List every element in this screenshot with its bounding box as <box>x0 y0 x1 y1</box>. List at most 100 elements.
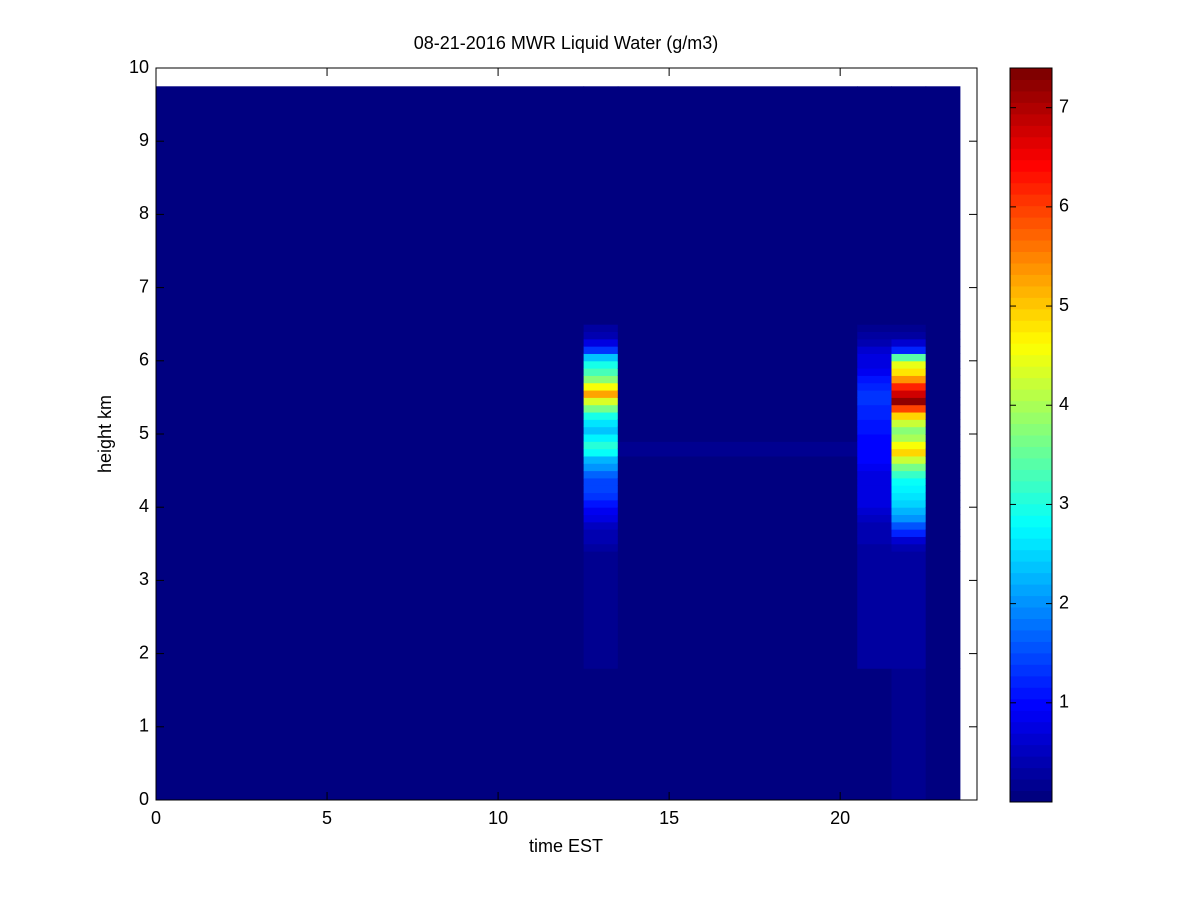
heatmap-cell <box>857 419 892 428</box>
heatmap-cell <box>925 86 961 325</box>
colorbar-swatch <box>1010 148 1052 161</box>
colorbar-swatch <box>1010 136 1052 149</box>
heatmap-cell <box>583 529 619 537</box>
colorbar-swatch <box>1010 480 1052 493</box>
colorbar-swatch <box>1010 790 1052 803</box>
colorbar-swatch <box>1010 721 1052 734</box>
heatmap-cell <box>617 390 858 398</box>
heatmap-cell <box>857 338 892 347</box>
heatmap-cell <box>925 382 961 391</box>
heatmap-cell <box>583 499 619 508</box>
heatmap-cell <box>891 470 927 479</box>
colorbar-swatch <box>1010 90 1052 103</box>
heatmap-cells <box>156 68 977 801</box>
colorbar-swatch <box>1010 205 1052 218</box>
colorbar-swatch <box>1010 320 1052 333</box>
colorbar-swatch <box>1010 641 1052 654</box>
y-tick-label: 9 <box>139 130 149 150</box>
heatmap-cell <box>925 390 961 398</box>
colorbar-swatch <box>1010 159 1052 172</box>
heatmap-cell <box>925 360 961 369</box>
colorbar-tick-label: 4 <box>1059 394 1069 414</box>
colorbar-swatch <box>1010 251 1052 264</box>
heatmap-cell <box>617 353 858 362</box>
heatmap-cell <box>857 397 892 406</box>
colorbar-swatch <box>1010 687 1052 700</box>
colorbar-swatch <box>1010 435 1052 447</box>
heatmap-cell <box>583 551 619 669</box>
y-axis-label: height km <box>95 395 115 473</box>
colorbar-swatch <box>1010 194 1052 207</box>
x-tick-label: 0 <box>151 808 161 828</box>
heatmap-cell <box>617 448 858 457</box>
heatmap-cell <box>617 668 858 801</box>
colorbar-swatch <box>1010 561 1052 574</box>
heatmap-cell <box>617 426 858 435</box>
heatmap-cell <box>857 529 892 537</box>
heatmap-cell <box>891 529 927 537</box>
heatmap-cell <box>891 441 927 450</box>
heatmap-cell <box>583 448 619 457</box>
colorbar: 1 2 3 4 5 6 7 <box>1009 67 1069 803</box>
y-tick-label: 0 <box>139 789 149 809</box>
heatmap-cell <box>583 375 619 384</box>
axes: 0 5 10 15 20 0 1 2 3 4 5 6 7 8 9 10 <box>129 57 978 828</box>
heatmap-cell <box>857 441 892 450</box>
heatmap-cell <box>617 463 858 472</box>
heatmap-cell <box>583 397 619 406</box>
colorbar-swatch <box>1010 240 1052 252</box>
colorbar-swatch <box>1010 492 1052 505</box>
heatmap-cell <box>617 360 858 369</box>
heatmap-cell <box>891 404 927 413</box>
colorbar-tick-label: 5 <box>1059 295 1069 315</box>
heatmap-cell <box>925 331 961 340</box>
heatmap-cell <box>891 514 927 523</box>
heatmap-cell <box>857 434 892 442</box>
heatmap-cell <box>617 412 858 420</box>
heatmap-cell <box>857 375 892 384</box>
heatmap-cell <box>925 353 961 362</box>
colorbar-swatch <box>1010 675 1052 688</box>
colorbar-swatch <box>1010 779 1052 792</box>
heatmap-cell <box>583 514 619 523</box>
colorbar-swatch <box>1010 125 1052 138</box>
colorbar-swatch <box>1010 549 1052 562</box>
heatmap-cell <box>583 360 619 369</box>
heatmap-cell <box>891 390 927 398</box>
y-tick-label: 2 <box>139 642 149 662</box>
heatmap-cell <box>925 463 961 472</box>
colorbar-swatch <box>1010 538 1052 551</box>
heatmap-cell <box>891 426 927 435</box>
colorbar-swatch <box>1010 377 1052 390</box>
heatmap-cell <box>925 368 961 376</box>
heatmap-cell <box>617 404 858 413</box>
heatmap-cell <box>857 514 892 523</box>
heatmap-cell <box>156 499 585 508</box>
heatmap-cell <box>891 375 927 384</box>
heatmap-cell <box>925 529 961 537</box>
colorbar-swatch <box>1010 331 1052 344</box>
heatmap-cell <box>583 390 619 398</box>
colorbar-swatch <box>1010 102 1052 115</box>
colorbar-swatch <box>1010 526 1052 539</box>
heatmap-cell <box>891 543 927 552</box>
heatmap-cell <box>925 507 961 516</box>
heatmap-cell <box>925 346 961 354</box>
colorbar-swatch <box>1010 515 1052 528</box>
heatmap-cell <box>156 470 585 479</box>
heatmap-cell <box>617 331 858 340</box>
heatmap-cell <box>156 507 585 516</box>
heatmap-cell <box>925 338 961 347</box>
y-tick-label: 6 <box>139 350 149 370</box>
heatmap-cell <box>156 382 585 391</box>
heatmap-cell <box>891 477 927 486</box>
heatmap-cell <box>925 536 961 545</box>
heatmap-cell <box>891 86 927 325</box>
heatmap-cell <box>857 492 892 501</box>
heatmap-cell <box>857 485 892 494</box>
heatmap-cell <box>156 492 585 501</box>
heatmap-cell <box>857 521 892 530</box>
y-tick-label: 5 <box>139 423 149 443</box>
heatmap-cell <box>857 507 892 516</box>
heatmap-cell <box>156 514 585 523</box>
